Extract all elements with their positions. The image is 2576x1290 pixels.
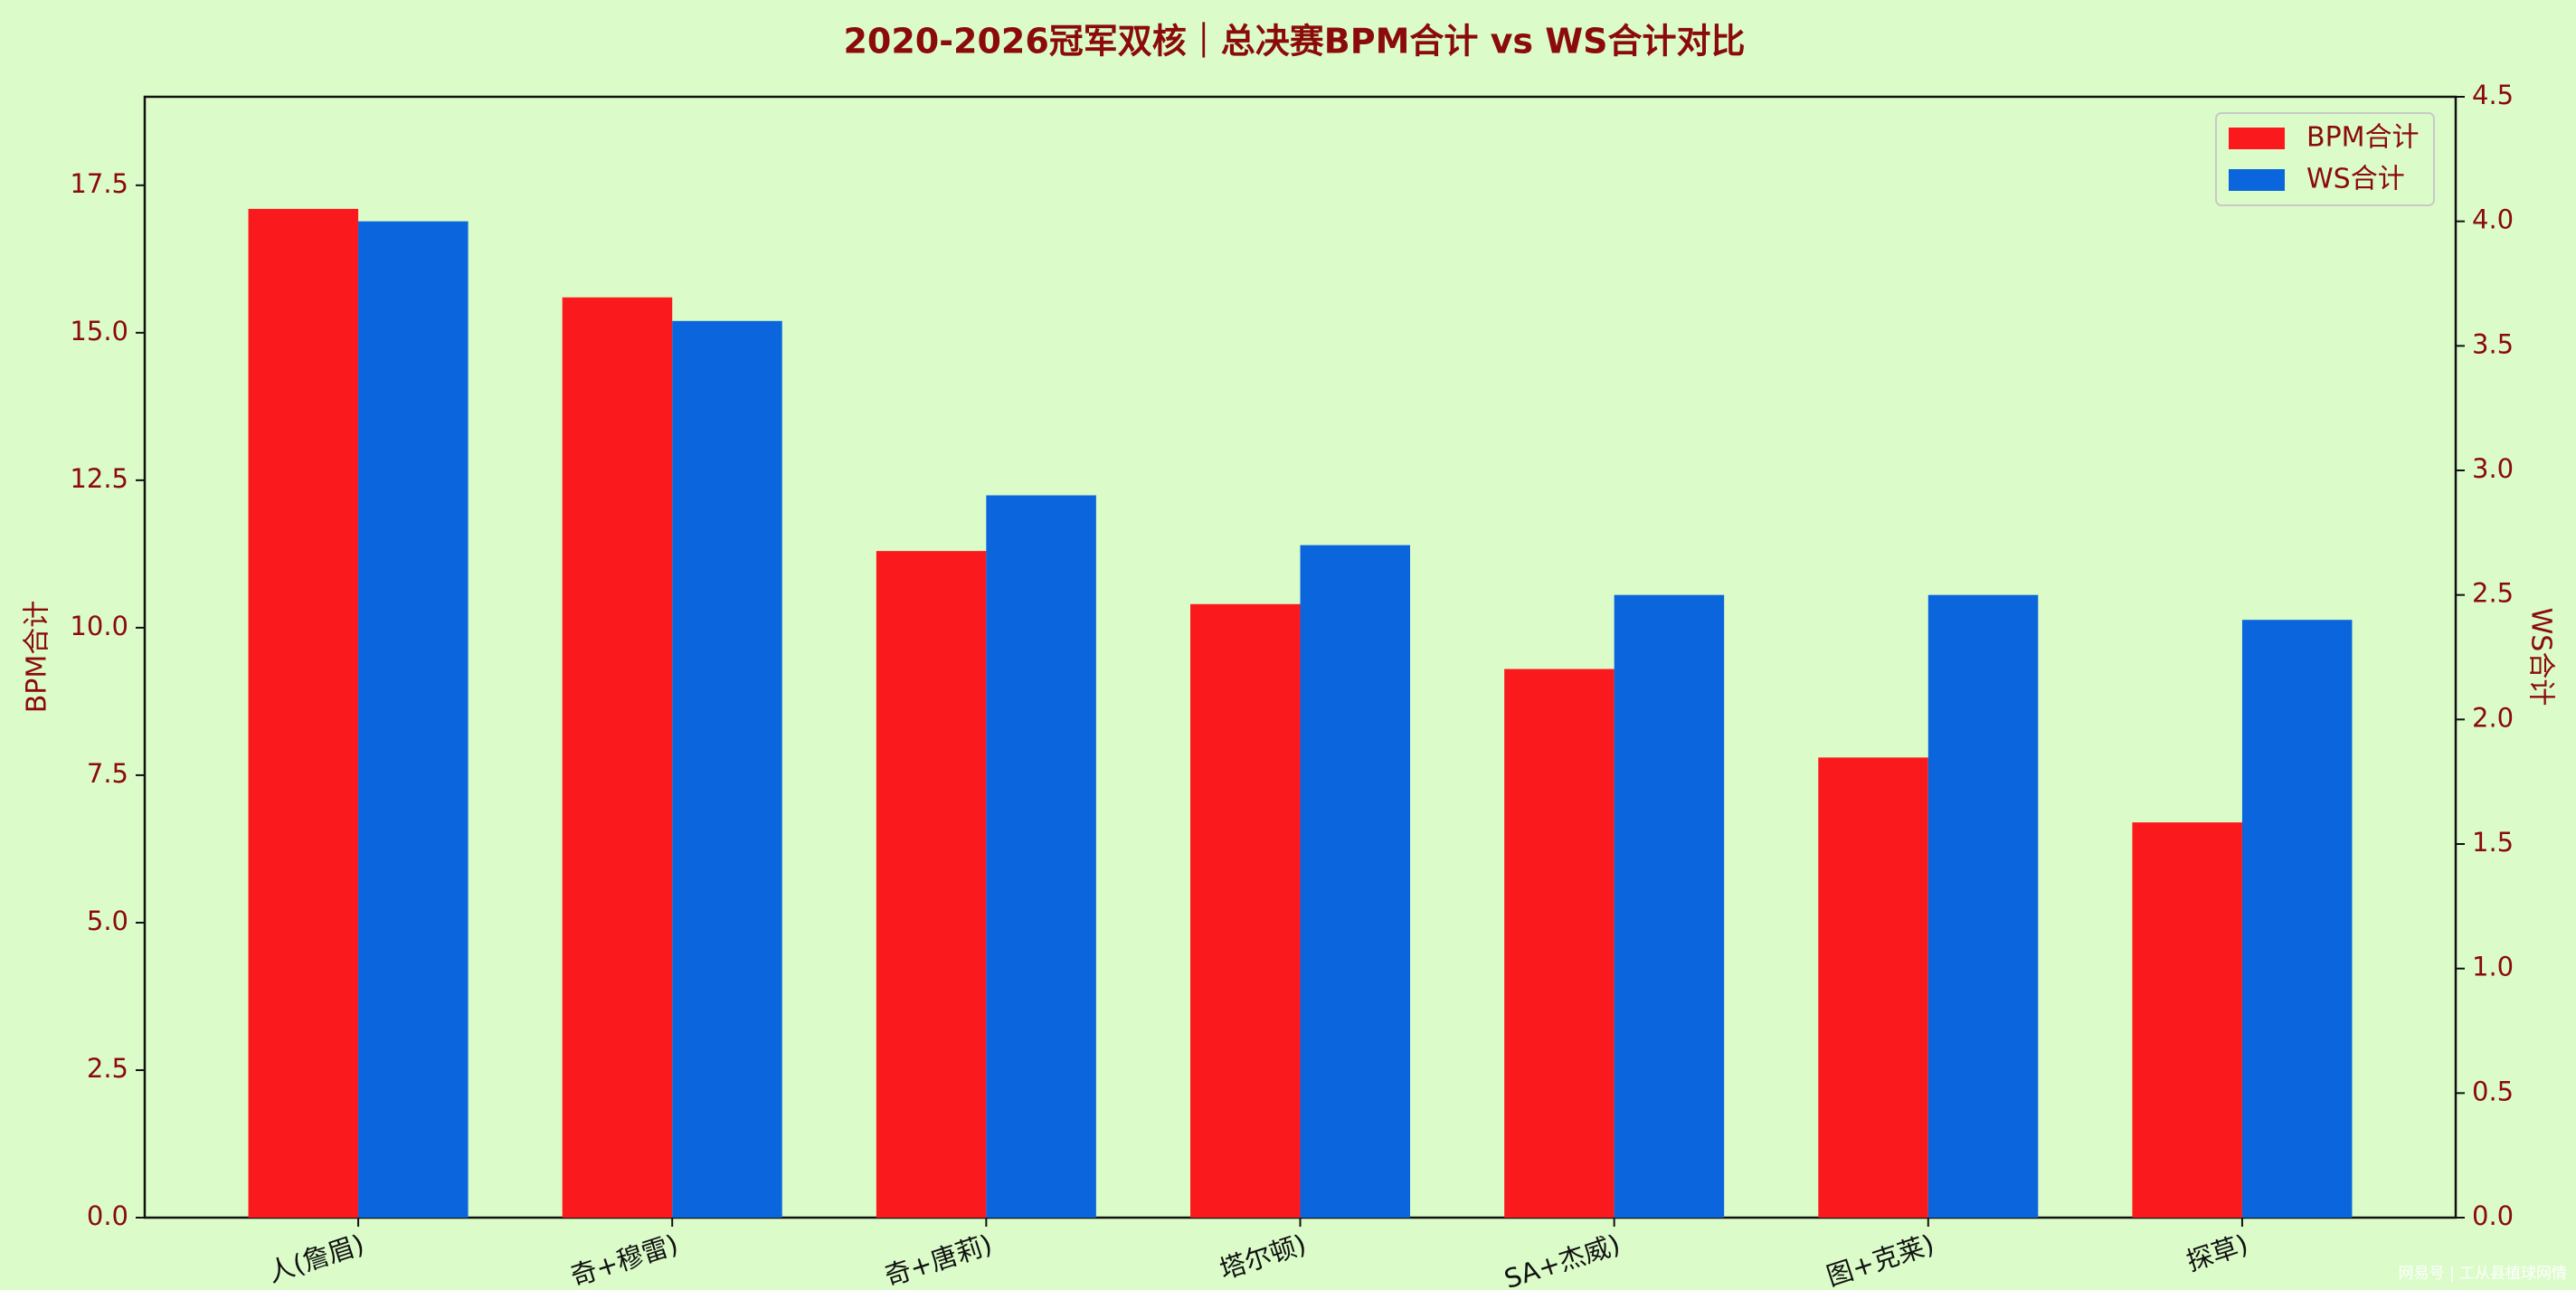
y2-tick-label: 2.0	[2472, 702, 2514, 733]
bar	[1614, 594, 1725, 1218]
y-tick-label: 12.5	[70, 463, 128, 494]
chart-title: 2020-2026冠军双核｜总决赛BPM合计 vs WS合计对比	[843, 22, 1745, 62]
legend-label: BPM合计	[2306, 122, 2420, 154]
bar	[562, 297, 673, 1218]
bar	[2132, 822, 2242, 1218]
y2-tick-label: 0.0	[2472, 1200, 2514, 1231]
legend-swatch	[2229, 128, 2285, 149]
bar	[1927, 594, 2039, 1218]
bar	[1504, 669, 1615, 1218]
y-tick-label: 7.5	[87, 758, 128, 789]
bar	[248, 208, 359, 1218]
y-tick-label: 2.5	[87, 1053, 128, 1084]
y-tick-label: 17.5	[70, 168, 128, 199]
legend-swatch	[2229, 169, 2285, 191]
bar	[876, 551, 987, 1218]
watermark: 网易号 | 工从县植球网情	[2398, 1265, 2567, 1283]
bar	[986, 495, 1096, 1218]
y2-tick-label: 2.5	[2472, 578, 2514, 609]
y2-tick-label: 0.5	[2472, 1076, 2514, 1106]
y2-tick-label: 3.0	[2472, 453, 2514, 484]
y2-tick-label: 1.5	[2472, 827, 2514, 858]
y2-tick-label: 1.0	[2472, 952, 2514, 982]
y-tick-label: 5.0	[87, 906, 128, 936]
y2-tick-label: 3.5	[2472, 328, 2514, 359]
bar	[358, 221, 469, 1219]
y-tick-label: 10.0	[70, 611, 128, 641]
bar	[1189, 603, 1301, 1218]
bar	[1818, 757, 1928, 1218]
y2-tick-label: 4.5	[2472, 80, 2514, 110]
y-tick-label: 15.0	[70, 316, 128, 346]
legend-label: WS合计	[2306, 164, 2405, 195]
bar	[2241, 620, 2353, 1218]
y-axis-label: BPM合计	[22, 601, 53, 714]
bar	[672, 320, 782, 1218]
bar	[1300, 545, 1411, 1218]
y2-tick-label: 4.0	[2472, 204, 2514, 235]
y2-axis-label: WS合计	[2525, 608, 2557, 707]
y-tick-label: 0.0	[87, 1200, 128, 1231]
